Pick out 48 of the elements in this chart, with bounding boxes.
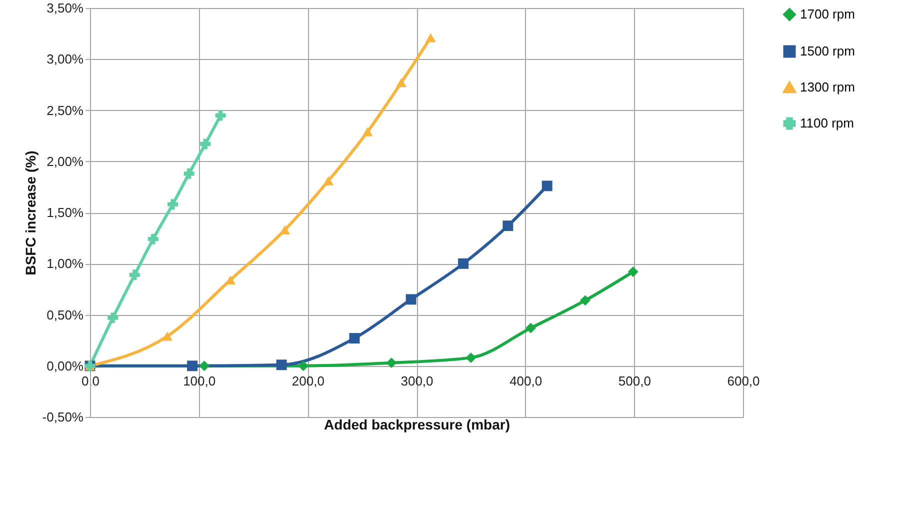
y-tick-label: 2,50%: [46, 102, 84, 118]
legend-label: 1500 rpm: [800, 44, 855, 58]
point: [526, 322, 536, 334]
x-axis-title: Added backpressure (mbar): [324, 416, 510, 432]
point: [542, 180, 552, 192]
point: [406, 294, 416, 305]
y-tick-label: 2,00%: [46, 154, 84, 169]
y-tick-label: 0,00%: [46, 358, 84, 374]
point: [162, 332, 173, 341]
point: [199, 360, 210, 372]
legend-label: 1300 rpm: [800, 80, 855, 94]
point: [466, 352, 476, 363]
legend-label: 1700 rpm: [800, 6, 855, 22]
point: [298, 360, 309, 372]
point: [580, 295, 590, 306]
point: [167, 199, 178, 210]
point: [386, 358, 397, 368]
y-tick-label: 1,00%: [46, 256, 84, 272]
point: [628, 266, 638, 278]
point: [184, 168, 194, 179]
point: [396, 78, 407, 88]
point: [148, 234, 158, 244]
x-tick-label: 600,0: [727, 374, 760, 388]
y-tick-label: 3,00%: [46, 52, 84, 67]
point: [362, 127, 373, 136]
y-tick-label: 0,50%: [46, 307, 84, 322]
point: [502, 220, 514, 232]
point: [276, 360, 287, 370]
x-tick-label: 200,0: [292, 374, 324, 388]
y-axis-title: BSFC increase (%): [22, 150, 38, 276]
legend-label: 1100 rpm: [800, 116, 854, 130]
y-tick-label: 1,50%: [46, 205, 84, 220]
point: [280, 225, 290, 234]
point: [215, 110, 226, 121]
x-tick-label: 100,0: [183, 374, 216, 388]
point: [200, 138, 211, 150]
point: [129, 270, 140, 280]
x-tick-label: 300,0: [400, 374, 434, 388]
x-tick-label: 400,0: [510, 374, 542, 388]
point: [425, 33, 436, 42]
x-tick-label: 500,0: [618, 374, 651, 388]
point: [458, 258, 469, 269]
point: [323, 176, 334, 186]
point: [108, 312, 118, 324]
point: [349, 333, 360, 344]
point: [187, 360, 198, 372]
y-tick-label: 3,50%: [46, 0, 84, 16]
y-tick-label: -0,50%: [42, 410, 84, 424]
